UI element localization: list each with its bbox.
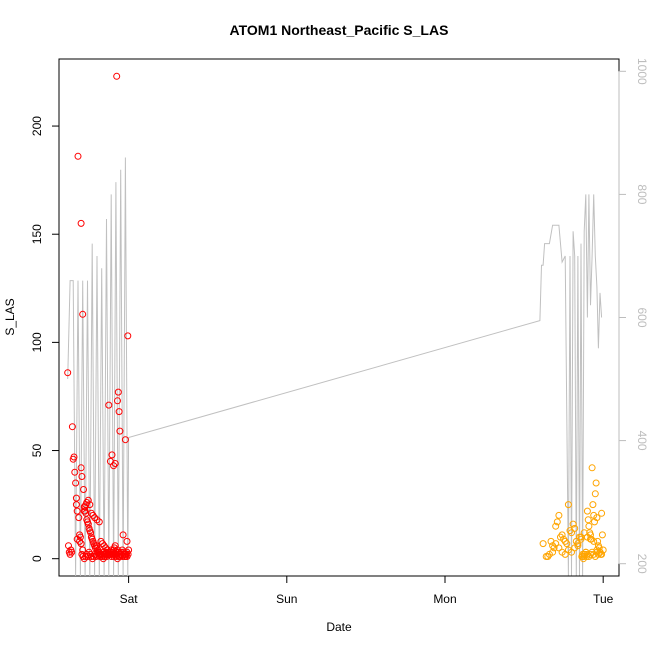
x-tick-label: Tue (593, 592, 614, 606)
data-point-series-1 (80, 507, 88, 515)
right-axis: 200 400 600 800 1000 (618, 58, 649, 574)
data-point-series-1 (105, 401, 113, 409)
data-point-series-1 (84, 520, 92, 528)
data-point-series-1 (80, 486, 87, 493)
data-point-series-1 (64, 369, 72, 377)
data-point-series-2 (577, 535, 585, 543)
data-point-series-2 (592, 479, 600, 487)
data-point-series-2 (584, 516, 592, 524)
data-point-series-1 (73, 507, 81, 515)
x-axis-label: Date (326, 620, 352, 634)
data-point-series-2 (596, 548, 604, 556)
chart-title: ATOM1 Northeast_Pacific S_LAS (230, 22, 449, 38)
data-point-series-2 (553, 518, 561, 526)
data-point-series-1 (111, 460, 119, 467)
plot-frame (58, 58, 620, 577)
data-point-series-1 (115, 408, 123, 416)
data-point-series-1 (79, 310, 87, 318)
data-point-series-2 (569, 520, 577, 528)
x-tick-label: Sat (120, 592, 139, 606)
data-point-series-2 (574, 542, 582, 550)
data-point-series-1 (124, 550, 132, 558)
data-point-series-1 (123, 537, 131, 545)
data-point-series-2 (593, 514, 601, 522)
data-point-series-1 (84, 496, 92, 504)
data-point-series-2 (555, 511, 563, 519)
data-point-series-1 (116, 427, 124, 435)
data-point-series-1 (108, 451, 116, 459)
data-point-series-1 (86, 501, 94, 509)
data-point-series-1 (121, 436, 129, 444)
data-point-series-1 (75, 514, 83, 522)
data-point-series-2 (571, 524, 579, 532)
x-tick-label: Sun (276, 592, 297, 606)
data-point-series-1 (78, 473, 86, 480)
data-point-series-1 (113, 72, 121, 80)
data-point-series-2 (594, 550, 602, 558)
x-axis: Sat Sun Mon Tue (120, 575, 614, 606)
y-axis-label: S_LAS (3, 298, 17, 335)
data-point-series-2 (598, 531, 606, 539)
y-tick-label: 200 (30, 116, 44, 136)
data-point-series-1 (103, 546, 111, 554)
data-point-series-1 (73, 535, 81, 543)
data-point-series-2 (561, 537, 569, 545)
data-point-series-1 (72, 501, 80, 509)
data-point-series-1 (72, 479, 80, 487)
data-point-series-1 (66, 550, 74, 558)
data-point-series-2 (598, 509, 606, 517)
right-tick-label: 400 (635, 431, 649, 451)
data-point-series-1 (77, 540, 85, 548)
data-point-series-1 (87, 529, 95, 537)
data-point-series-1 (70, 453, 78, 461)
y-tick-label: 0 (30, 555, 44, 562)
data-point-series-1 (95, 518, 103, 526)
data-point-series-1 (91, 514, 99, 522)
data-point-series-1 (79, 546, 87, 554)
data-point-series-1 (77, 219, 85, 227)
data-point-series-1 (114, 397, 121, 405)
right-tick-label: 1000 (635, 58, 649, 85)
data-point-series-1 (119, 531, 127, 539)
data-point-series-1 (68, 423, 76, 431)
data-point-series-1 (114, 388, 122, 396)
depth-line-layer (67, 157, 603, 577)
data-point-series-2 (598, 550, 606, 558)
data-point-series-1 (71, 468, 79, 476)
data-point-series-1 (89, 511, 97, 519)
right-tick-label: 600 (635, 307, 649, 327)
data-point-series-2 (585, 522, 593, 530)
data-point-series-2 (591, 490, 599, 498)
y-tick-label: 50 (30, 444, 44, 458)
data-point-series-2 (590, 537, 598, 545)
data-point-series-2 (583, 507, 591, 515)
data-point-series-2 (563, 540, 571, 548)
data-point-series-2 (539, 540, 547, 548)
data-point-series-1 (74, 152, 82, 160)
data-point-series-2 (552, 522, 560, 530)
data-point-series-1 (77, 464, 85, 472)
data-point-series-1 (124, 332, 132, 340)
data-point-series-2 (594, 537, 602, 545)
right-tick-label: 200 (635, 554, 649, 574)
data-point-series-1 (102, 544, 110, 552)
data-point-series-2 (588, 464, 596, 472)
depth-line (67, 157, 603, 577)
x-tick-label: Mon (433, 592, 456, 606)
y-axis: 0 50 100 150 200 (30, 116, 60, 562)
data-point-series-1 (93, 516, 101, 524)
y-tick-label: 150 (30, 224, 44, 244)
data-point-series-2 (589, 501, 597, 509)
data-point-series-2 (544, 553, 552, 560)
data-point-series-1 (110, 462, 118, 470)
points-layer (64, 72, 607, 563)
y-tick-label: 100 (30, 332, 44, 352)
right-tick-label: 800 (635, 184, 649, 204)
data-point-series-1 (68, 548, 76, 556)
data-point-series-2 (564, 501, 572, 509)
data-point-series-2 (558, 531, 566, 539)
